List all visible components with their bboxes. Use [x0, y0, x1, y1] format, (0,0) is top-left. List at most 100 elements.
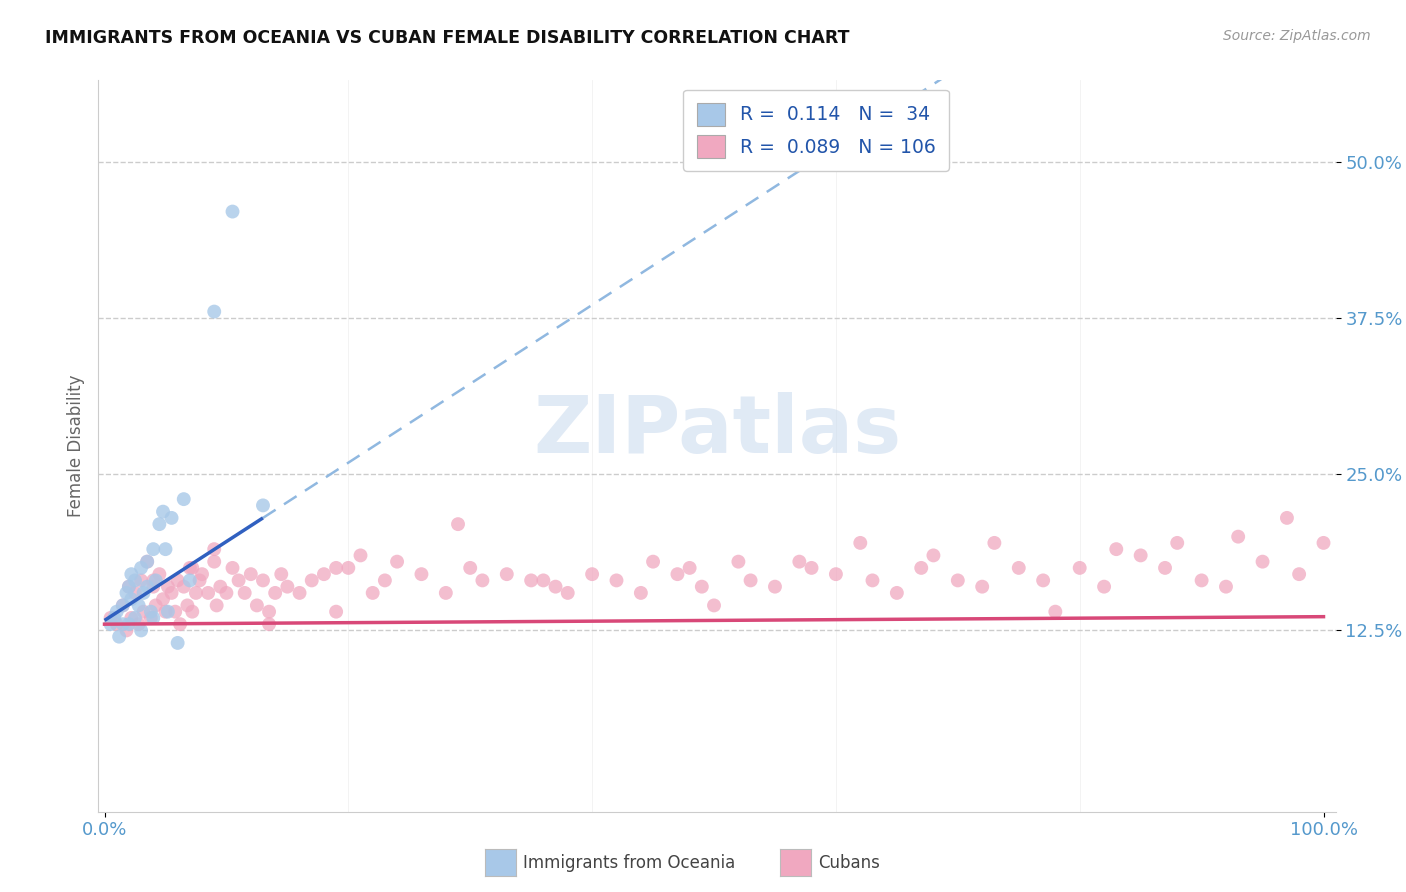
- Point: [641, 555, 664, 569]
- Point: [557, 586, 579, 600]
- Point: [678, 561, 700, 575]
- Point: [136, 555, 159, 569]
- Point: [139, 605, 162, 619]
- Point: [1069, 561, 1091, 575]
- Point: [740, 574, 762, 588]
- Point: [103, 611, 125, 625]
- Point: [209, 580, 232, 594]
- Point: [630, 586, 652, 600]
- Point: [434, 586, 457, 600]
- Text: IMMIGRANTS FROM OCEANIA VS CUBAN FEMALE DISABILITY CORRELATION CHART: IMMIGRANTS FROM OCEANIA VS CUBAN FEMALE …: [45, 29, 849, 46]
- Point: [142, 574, 165, 588]
- Point: [179, 574, 201, 588]
- Point: [148, 567, 170, 582]
- Text: Cubans: Cubans: [818, 854, 880, 871]
- Text: Source: ZipAtlas.com: Source: ZipAtlas.com: [1223, 29, 1371, 43]
- Point: [312, 567, 335, 582]
- Point: [166, 574, 188, 588]
- Point: [1105, 542, 1128, 557]
- Point: [252, 574, 274, 588]
- Point: [257, 617, 280, 632]
- Point: [120, 567, 142, 582]
- Point: [325, 561, 347, 575]
- Point: [581, 567, 603, 582]
- Point: [849, 536, 872, 550]
- Point: [181, 605, 204, 619]
- Point: [132, 605, 155, 619]
- Point: [191, 567, 214, 582]
- Point: [124, 611, 146, 625]
- Point: [179, 561, 201, 575]
- Point: [160, 586, 183, 600]
- Point: [374, 574, 396, 588]
- Point: [142, 542, 165, 557]
- Legend: R =  0.114   N =  34, R =  0.089   N = 106: R = 0.114 N = 34, R = 0.089 N = 106: [683, 90, 949, 171]
- Point: [156, 580, 179, 594]
- Point: [763, 580, 786, 594]
- Point: [972, 580, 994, 594]
- Point: [337, 561, 360, 575]
- Point: [983, 536, 1005, 550]
- Point: [886, 586, 908, 600]
- Point: [118, 617, 141, 632]
- Point: [270, 567, 292, 582]
- Point: [173, 580, 195, 594]
- Point: [136, 555, 159, 569]
- Point: [471, 574, 494, 588]
- Point: [910, 561, 932, 575]
- Text: Immigrants from Oceania: Immigrants from Oceania: [523, 854, 735, 871]
- Point: [1129, 549, 1152, 563]
- Point: [128, 599, 150, 613]
- Point: [922, 549, 945, 563]
- Point: [120, 592, 142, 607]
- Point: [156, 605, 179, 619]
- Point: [1275, 511, 1298, 525]
- Point: [181, 561, 204, 575]
- Point: [1008, 561, 1031, 575]
- Point: [111, 599, 134, 613]
- Point: [202, 304, 225, 318]
- Point: [1092, 580, 1115, 594]
- Point: [108, 630, 131, 644]
- Point: [1191, 574, 1213, 588]
- Point: [789, 555, 811, 569]
- Point: [215, 586, 238, 600]
- Point: [349, 549, 371, 563]
- Point: [129, 624, 152, 638]
- Point: [1154, 561, 1177, 575]
- Point: [111, 599, 134, 613]
- Point: [228, 574, 250, 588]
- Point: [233, 586, 256, 600]
- Point: [105, 617, 128, 632]
- Point: [120, 611, 142, 625]
- Point: [1166, 536, 1188, 550]
- Point: [301, 574, 323, 588]
- Point: [165, 605, 187, 619]
- Point: [264, 586, 287, 600]
- Point: [202, 555, 225, 569]
- Point: [239, 567, 262, 582]
- Point: [139, 611, 162, 625]
- Point: [458, 561, 481, 575]
- Point: [115, 624, 138, 638]
- Point: [690, 580, 713, 594]
- Y-axis label: Female Disability: Female Disability: [66, 375, 84, 517]
- Point: [531, 574, 554, 588]
- Point: [142, 611, 165, 625]
- Text: ZIPatlas: ZIPatlas: [533, 392, 901, 470]
- Point: [1288, 567, 1310, 582]
- Point: [142, 580, 165, 594]
- Point: [862, 574, 884, 588]
- Point: [257, 605, 280, 619]
- Point: [173, 492, 195, 507]
- Point: [169, 617, 191, 632]
- Point: [166, 636, 188, 650]
- Point: [447, 517, 470, 532]
- Point: [124, 574, 146, 588]
- Point: [152, 505, 174, 519]
- Point: [124, 586, 146, 600]
- Point: [152, 592, 174, 607]
- Point: [605, 574, 627, 588]
- Point: [361, 586, 384, 600]
- Point: [1227, 530, 1250, 544]
